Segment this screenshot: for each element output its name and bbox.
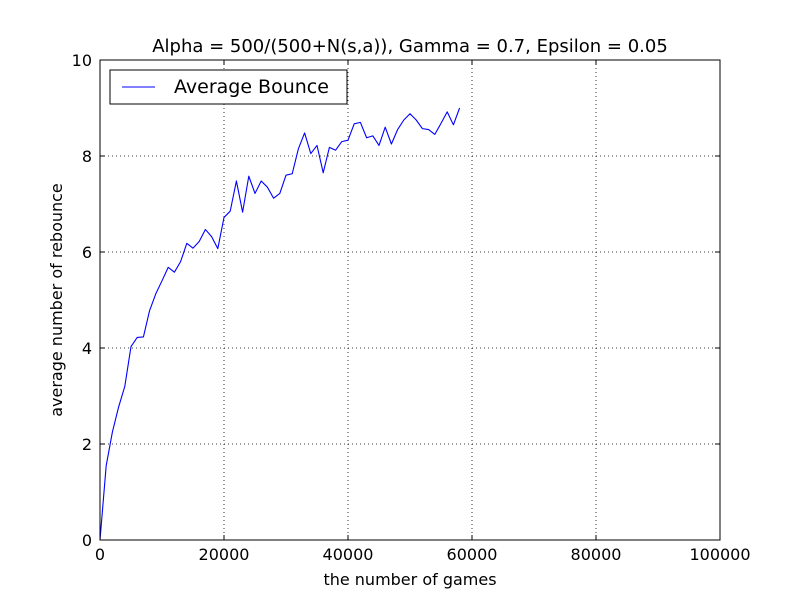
y-tick-label: 0 [82, 531, 92, 550]
y-tick-label: 10 [72, 51, 92, 70]
x-tick-label: 100000 [689, 545, 750, 564]
y-tick-label: 4 [82, 339, 92, 358]
x-tick-label: 80000 [571, 545, 622, 564]
x-tick-label: 60000 [447, 545, 498, 564]
y-axis-label: average number of rebounce [47, 183, 66, 417]
y-tick-label: 8 [82, 147, 92, 166]
ticks [99, 59, 721, 541]
x-tick-label: 20000 [199, 545, 250, 564]
series-layer [99, 107, 461, 541]
x-tick-label: 0 [95, 545, 105, 564]
legend-label: Average Bounce [174, 76, 329, 98]
x-tick-label: 40000 [323, 545, 374, 564]
plot-frame [99, 59, 721, 541]
y-tick-label: 6 [82, 243, 92, 262]
series-line [99, 107, 461, 541]
x-axis-label: the number of games [323, 570, 496, 589]
chart-title: Alpha = 500/(500+N(s,a)), Gamma = 0.7, E… [152, 36, 668, 57]
tick-labels: 0 20000 40000 60000 80000 100000 0 2 4 6 8 10 [72, 51, 751, 564]
legend: Average Bounce [109, 69, 348, 105]
plot-area [100, 60, 720, 540]
y-tick-label: 2 [82, 435, 92, 454]
